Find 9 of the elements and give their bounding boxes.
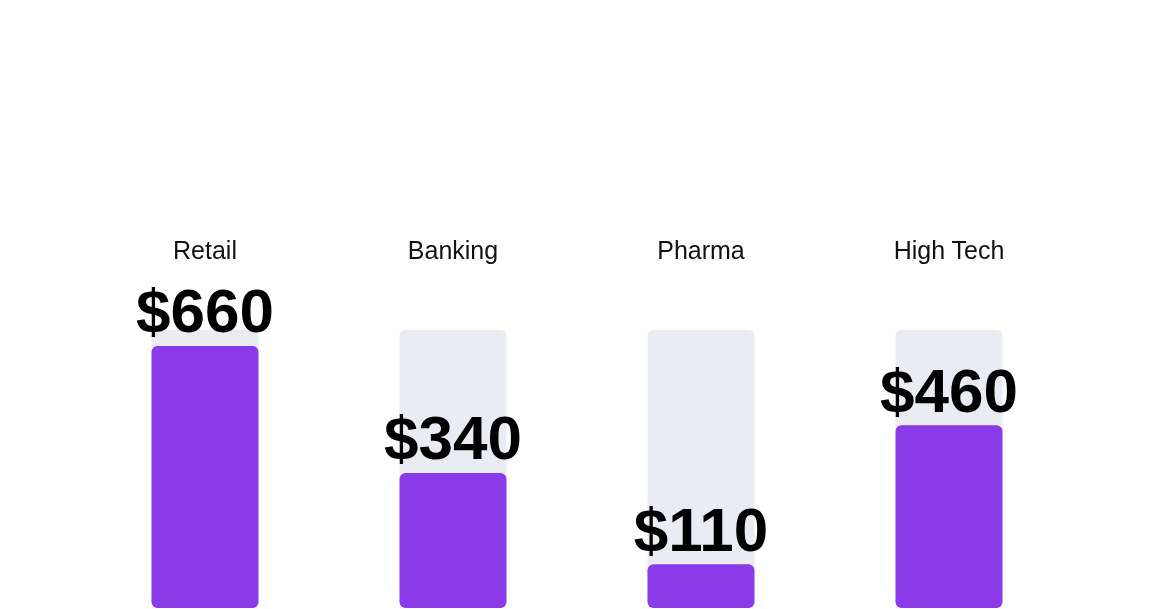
x-tick-label: High Tech: [893, 235, 1005, 264]
x-tick-label: Retail: [173, 235, 237, 264]
x-tick-label: Pharma: [657, 235, 745, 264]
data-label: $340: [384, 403, 522, 473]
data-label: $460: [880, 355, 1018, 425]
data-label: $110: [633, 494, 769, 564]
x-tick-label: Banking: [407, 235, 499, 264]
bar: [647, 564, 755, 608]
data-label: $660: [136, 276, 274, 346]
